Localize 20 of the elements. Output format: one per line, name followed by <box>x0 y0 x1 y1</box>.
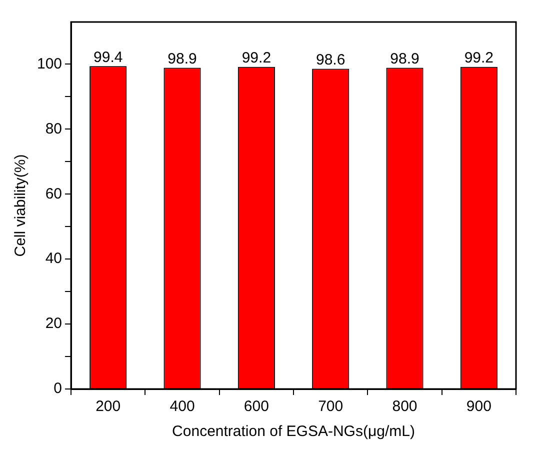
data-label: 98.9 <box>168 50 197 68</box>
data-label: 99.4 <box>94 48 123 66</box>
y-tick-label: 100 <box>36 55 62 72</box>
x-tick-label: 700 <box>318 398 344 416</box>
y-axis-title: Cell viability(%) <box>12 154 30 257</box>
x-axis-title: Concentration of EGSA-NGs(μg/mL) <box>172 423 415 440</box>
y-tick-label: 40 <box>45 250 62 268</box>
x-tick-label: 900 <box>466 398 492 416</box>
x-tick-label: 400 <box>170 398 195 416</box>
data-label: 99.2 <box>464 49 494 66</box>
y-tick-label: 80 <box>45 120 62 138</box>
y-tick-label: 20 <box>45 315 62 332</box>
data-label: 98.6 <box>316 51 346 68</box>
x-tick-label: 600 <box>244 398 269 416</box>
y-tick-label: 60 <box>45 185 62 202</box>
y-tick-label: 0 <box>54 380 62 398</box>
data-label: 98.9 <box>390 50 420 68</box>
x-tick-label: 800 <box>392 398 418 416</box>
data-label: 99.2 <box>242 49 272 66</box>
x-tick-label: 200 <box>96 398 121 416</box>
